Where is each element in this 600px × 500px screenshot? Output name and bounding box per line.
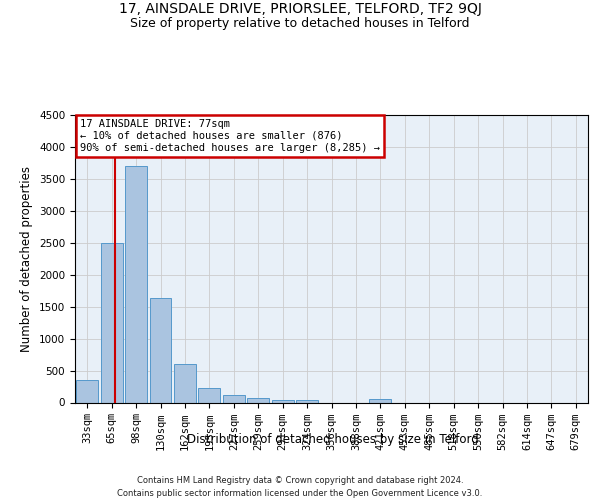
Y-axis label: Number of detached properties: Number of detached properties [20,166,34,352]
Text: Size of property relative to detached houses in Telford: Size of property relative to detached ho… [130,18,470,30]
Bar [370,399,391,402]
Bar [223,396,245,402]
Bar [101,243,122,402]
Bar [149,298,172,403]
Text: Contains public sector information licensed under the Open Government Licence v3: Contains public sector information licen… [118,489,482,498]
Text: 17 AINSDALE DRIVE: 77sqm
← 10% of detached houses are smaller (876)
90% of semi-: 17 AINSDALE DRIVE: 77sqm ← 10% of detach… [80,120,380,152]
Bar [296,400,318,402]
Bar [272,400,293,402]
Bar [76,380,98,402]
Text: Distribution of detached houses by size in Telford: Distribution of detached houses by size … [187,432,479,446]
Bar [174,364,196,403]
Bar [247,398,269,402]
Text: Contains HM Land Registry data © Crown copyright and database right 2024.: Contains HM Land Registry data © Crown c… [137,476,463,485]
Bar [199,388,220,402]
Bar [125,166,147,402]
Text: 17, AINSDALE DRIVE, PRIORSLEE, TELFORD, TF2 9QJ: 17, AINSDALE DRIVE, PRIORSLEE, TELFORD, … [119,2,481,16]
